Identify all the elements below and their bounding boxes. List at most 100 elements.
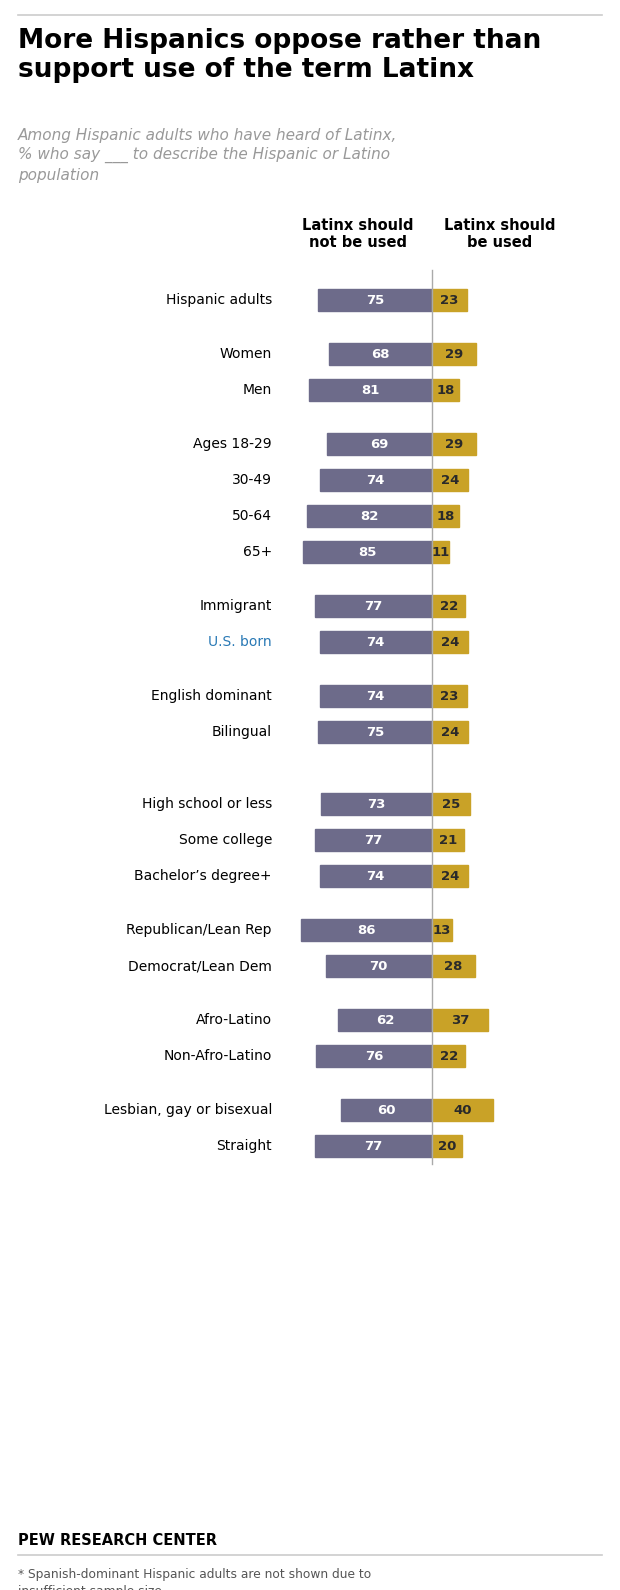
Bar — [319, 685, 432, 708]
Bar — [318, 289, 432, 312]
Bar — [315, 1135, 432, 1158]
Bar — [432, 1045, 466, 1067]
Text: 20: 20 — [438, 1140, 456, 1153]
Text: Lesbian, gay or bisexual: Lesbian, gay or bisexual — [104, 1103, 272, 1118]
Text: 77: 77 — [365, 833, 383, 846]
Text: 29: 29 — [445, 348, 463, 361]
Text: 77: 77 — [365, 1140, 383, 1153]
Text: 24: 24 — [441, 870, 459, 882]
Bar — [432, 378, 459, 401]
Bar — [432, 1008, 488, 1032]
Bar — [432, 631, 469, 653]
Text: Some college: Some college — [179, 833, 272, 847]
Text: 73: 73 — [367, 798, 386, 811]
Text: Latinx should
not be used: Latinx should not be used — [303, 218, 414, 250]
Text: Ages 18-29: Ages 18-29 — [193, 437, 272, 452]
Bar — [432, 595, 466, 617]
Bar — [432, 685, 467, 708]
Text: 62: 62 — [376, 1013, 394, 1027]
Bar — [319, 469, 432, 491]
Text: 23: 23 — [440, 690, 459, 703]
Text: 74: 74 — [366, 636, 385, 649]
Bar — [432, 956, 474, 978]
Bar — [432, 289, 467, 312]
Text: 60: 60 — [377, 1103, 396, 1116]
Bar — [432, 469, 469, 491]
Text: 81: 81 — [361, 383, 379, 396]
Text: * Spanish-dominant Hispanic adults are not shown due to
insufficient sample size: * Spanish-dominant Hispanic adults are n… — [18, 1568, 427, 1590]
Text: Democrat/Lean Dem: Democrat/Lean Dem — [128, 959, 272, 973]
Text: 13: 13 — [433, 924, 451, 937]
Text: 24: 24 — [441, 474, 459, 487]
Text: 28: 28 — [444, 959, 463, 973]
Text: 37: 37 — [451, 1013, 469, 1027]
Text: 74: 74 — [366, 474, 385, 487]
Bar — [432, 541, 449, 563]
Bar — [315, 595, 432, 617]
Text: 85: 85 — [358, 545, 376, 558]
Text: 22: 22 — [440, 599, 458, 612]
Text: Afro-Latino: Afro-Latino — [196, 1013, 272, 1027]
Text: 23: 23 — [440, 294, 459, 307]
Text: Latinx should
be used: Latinx should be used — [445, 218, 556, 250]
Bar — [326, 956, 432, 978]
Text: Hispanic adults: Hispanic adults — [166, 293, 272, 307]
Text: Bilingual: Bilingual — [212, 725, 272, 739]
Text: 76: 76 — [365, 1049, 383, 1062]
Text: English dominant: English dominant — [151, 688, 272, 703]
Text: 25: 25 — [442, 798, 460, 811]
Bar — [316, 1045, 432, 1067]
Text: 77: 77 — [365, 599, 383, 612]
Text: Straight: Straight — [216, 1138, 272, 1153]
Text: 29: 29 — [445, 437, 463, 450]
Text: Non-Afro-Latino: Non-Afro-Latino — [164, 1049, 272, 1064]
Bar — [338, 1008, 432, 1032]
Text: U.S. born: U.S. born — [208, 634, 272, 649]
Bar — [432, 828, 464, 851]
Bar — [341, 1099, 432, 1121]
Bar — [308, 506, 432, 528]
Text: PEW RESEARCH CENTER: PEW RESEARCH CENTER — [18, 1533, 217, 1549]
Bar — [432, 919, 452, 941]
Text: 75: 75 — [366, 725, 384, 738]
Text: Republican/Lean Rep: Republican/Lean Rep — [126, 924, 272, 937]
Text: More Hispanics oppose rather than
support use of the term Latinx: More Hispanics oppose rather than suppor… — [18, 29, 541, 83]
Text: 74: 74 — [366, 690, 385, 703]
Text: 22: 22 — [440, 1049, 458, 1062]
Bar — [309, 378, 432, 401]
Bar — [432, 506, 459, 528]
Text: 18: 18 — [436, 509, 455, 523]
Text: 40: 40 — [453, 1103, 472, 1116]
Text: 69: 69 — [370, 437, 389, 450]
Text: 21: 21 — [439, 833, 457, 846]
Text: Among Hispanic adults who have heard of Latinx,
% who say ___ to describe the Hi: Among Hispanic adults who have heard of … — [18, 129, 397, 183]
Text: 68: 68 — [371, 348, 389, 361]
Bar — [318, 720, 432, 743]
Text: 86: 86 — [357, 924, 376, 937]
Text: 30-49: 30-49 — [232, 472, 272, 487]
Text: 11: 11 — [432, 545, 450, 558]
Text: Women: Women — [219, 347, 272, 361]
Bar — [432, 1099, 493, 1121]
Bar — [432, 1135, 463, 1158]
Text: 24: 24 — [441, 725, 459, 738]
Bar — [321, 793, 432, 816]
Text: Bachelor’s degree+: Bachelor’s degree+ — [135, 870, 272, 882]
Bar — [303, 541, 432, 563]
Text: High school or less: High school or less — [142, 797, 272, 811]
Text: 18: 18 — [436, 383, 455, 396]
Text: 65+: 65+ — [243, 545, 272, 560]
Text: 75: 75 — [366, 294, 384, 307]
Text: 82: 82 — [360, 509, 379, 523]
Bar — [432, 432, 476, 455]
Bar — [301, 919, 432, 941]
Text: 74: 74 — [366, 870, 385, 882]
Text: Immigrant: Immigrant — [200, 599, 272, 614]
Text: 70: 70 — [370, 959, 388, 973]
Bar — [319, 865, 432, 887]
Bar — [432, 865, 469, 887]
Bar — [319, 631, 432, 653]
Bar — [432, 720, 469, 743]
Bar — [432, 343, 476, 366]
Bar — [315, 828, 432, 851]
